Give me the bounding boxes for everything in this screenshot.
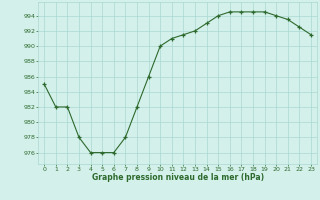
X-axis label: Graphe pression niveau de la mer (hPa): Graphe pression niveau de la mer (hPa) [92, 173, 264, 182]
